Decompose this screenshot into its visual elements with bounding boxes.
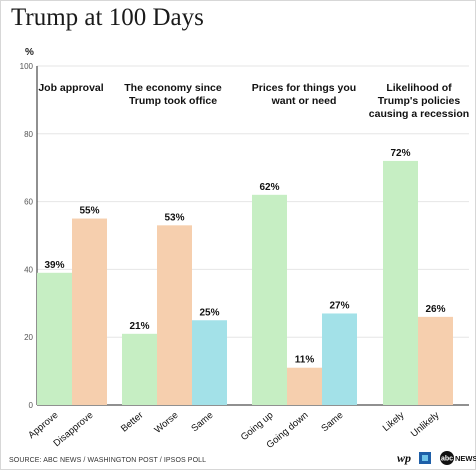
bar <box>37 272 72 405</box>
ipsos-logo <box>419 452 431 464</box>
y-unit-label: % <box>25 47 34 58</box>
data-label: 26% <box>425 304 445 315</box>
bars-layer <box>37 160 453 405</box>
panel-title-line: Prices for things you <box>252 82 356 94</box>
wp-logo-text: wp <box>397 451 411 465</box>
bar <box>322 313 357 405</box>
data-label: 21% <box>129 321 149 332</box>
panel-title-line: Trump's policies <box>378 95 461 107</box>
bar <box>157 225 192 405</box>
category-label: Worse <box>152 410 180 436</box>
category-label: Same <box>189 410 215 434</box>
panel-title: Likelihood of Trump's policies causing a r… <box>369 82 469 120</box>
panel-title-line: want or need <box>271 95 337 107</box>
y-tick-label: 40 <box>24 265 33 274</box>
wp-logo: wp <box>397 451 411 465</box>
data-label: 53% <box>164 212 184 223</box>
bar <box>72 218 107 405</box>
y-tick-label: 80 <box>24 130 33 139</box>
category-label: Better <box>119 410 145 435</box>
chart-title: Trump at 100 Days <box>11 4 204 31</box>
bar <box>287 367 322 405</box>
category-label: Unlikely <box>409 410 442 440</box>
category-label: Same <box>319 410 345 434</box>
panel-title: Prices for things you want or need <box>252 82 356 107</box>
y-tick-label: 20 <box>24 333 33 342</box>
source-note: SOURCE: ABC NEWS / WASHINGTON POST / IPS… <box>9 457 206 464</box>
y-tick-label: 60 <box>24 198 33 207</box>
data-label: 72% <box>390 148 410 159</box>
data-label: 55% <box>79 206 99 217</box>
abc-logo-circle <box>440 451 454 465</box>
bar <box>252 194 287 405</box>
y-tick-label: 100 <box>20 62 34 71</box>
panel-title-line: The economy since <box>124 82 222 94</box>
panel-title-line: causing a recession <box>369 108 469 120</box>
bar <box>192 320 227 405</box>
panel-title: The economy since Trump took office <box>124 82 222 107</box>
data-label: 11% <box>295 355 315 366</box>
news-logo-text: NEWS <box>455 454 476 463</box>
panel-title: Job approval <box>38 82 103 94</box>
data-label: 62% <box>259 182 279 193</box>
panel-title-line: Likelihood of <box>386 82 452 94</box>
data-label: 27% <box>329 300 349 311</box>
category-label: Likely <box>381 410 407 434</box>
data-label: 25% <box>199 307 219 318</box>
abc-news-logo: abc NEWS <box>440 451 476 465</box>
bar <box>122 333 157 405</box>
panel-title-line: Job approval <box>38 82 103 94</box>
abc-logo-text: abc <box>441 456 453 463</box>
data-label: 39% <box>44 260 64 271</box>
ipsos-logo-inner <box>422 455 428 461</box>
panel-title-line: Trump took office <box>129 95 217 107</box>
bar <box>383 160 418 405</box>
y-tick-label: 0 <box>29 401 34 410</box>
bar <box>418 316 453 405</box>
